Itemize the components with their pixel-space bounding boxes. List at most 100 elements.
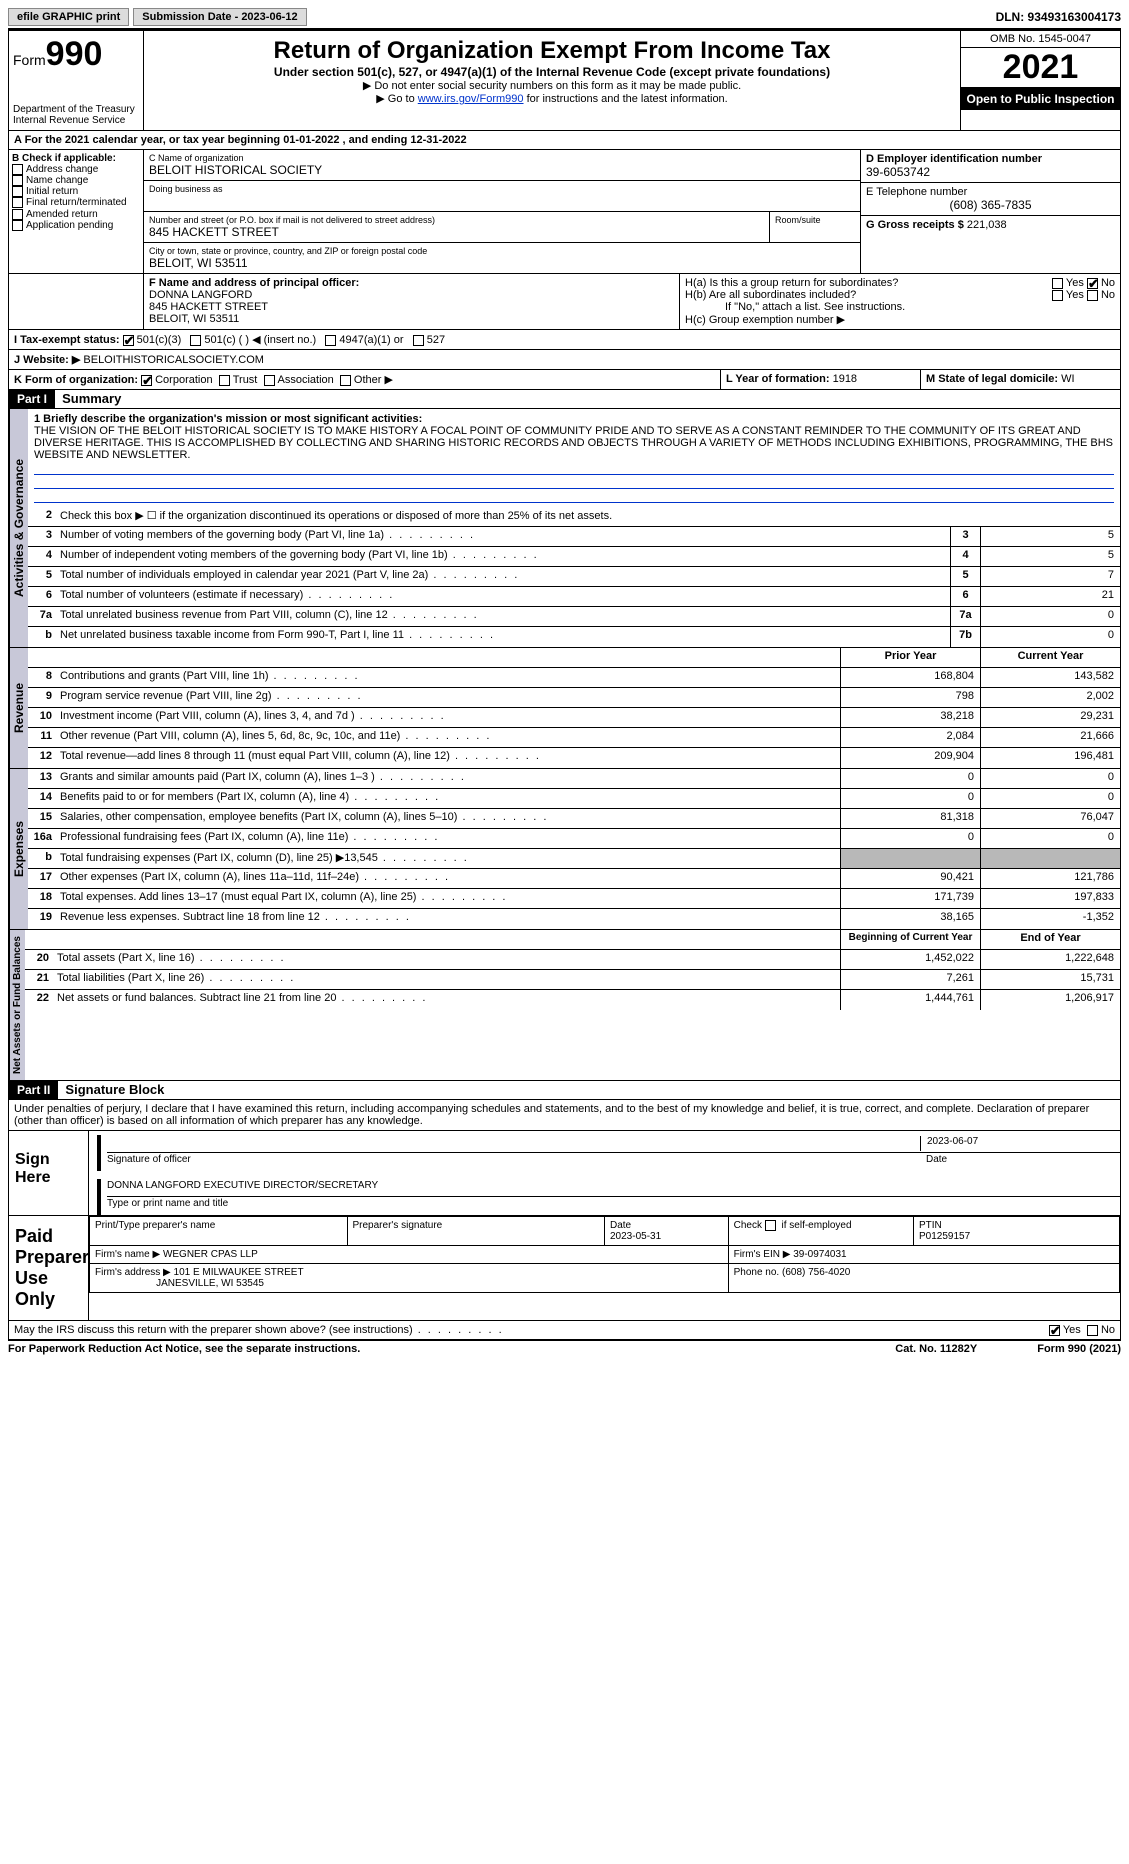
- org-info-grid: B Check if applicable: Address change Na…: [8, 150, 1121, 274]
- checkbox-icon[interactable]: [12, 164, 23, 175]
- sig-officer-label: Signature of officer: [107, 1154, 920, 1170]
- signer-name-label: Type or print name and title: [107, 1197, 1120, 1215]
- submission-date-button[interactable]: Submission Date - 2023-06-12: [133, 8, 306, 26]
- sign-here-block: Sign Here 2023-06-07 Signature of office…: [8, 1131, 1121, 1216]
- room-label: Room/suite: [775, 215, 855, 225]
- checkbox-icon[interactable]: [1087, 278, 1098, 289]
- checkbox-icon[interactable]: [190, 335, 201, 346]
- row-klm: K Form of organization: Corporation Trus…: [8, 370, 1121, 390]
- gov-label: Activities & Governance: [9, 409, 28, 647]
- phone-label: E Telephone number: [866, 186, 1115, 198]
- gross-value: 221,038: [967, 219, 1007, 231]
- website-value: BELOITHISTORICALSOCIETY.COM: [83, 354, 264, 366]
- top-bar: efile GRAPHIC print Submission Date - 20…: [8, 8, 1121, 30]
- hb-note: If "No," attach a list. See instructions…: [685, 301, 1115, 313]
- row-a-period: A For the 2021 calendar year, or tax yea…: [8, 131, 1121, 150]
- irs-link[interactable]: www.irs.gov/Form990: [418, 93, 524, 105]
- line-2: Check this box ▶ ☐ if the organization d…: [56, 507, 1120, 526]
- checkbox-icon[interactable]: [413, 335, 424, 346]
- gov-line: 3Number of voting members of the governi…: [28, 527, 1120, 547]
- part2-title: Signature Block: [65, 1082, 164, 1097]
- checkbox-icon[interactable]: [12, 175, 23, 186]
- phone-value: (608) 365-7835: [866, 198, 1115, 212]
- form-number: 990: [46, 35, 103, 73]
- hc-row: H(c) Group exemption number ▶: [685, 313, 1115, 326]
- discuss-row: May the IRS discuss this return with the…: [8, 1321, 1121, 1340]
- paid-preparer-block: Paid Preparer Use Only Print/Type prepar…: [8, 1216, 1121, 1321]
- row-i: I Tax-exempt status: 501(c)(3) 501(c) ( …: [8, 330, 1121, 350]
- footer: For Paperwork Reduction Act Notice, see …: [8, 1340, 1121, 1355]
- checkbox-icon[interactable]: [219, 375, 230, 386]
- paid-prep-label: Paid Preparer Use Only: [9, 1216, 89, 1320]
- checkbox-icon[interactable]: [1087, 290, 1098, 301]
- gross-label: G Gross receipts $: [866, 219, 964, 231]
- omb-number: OMB No. 1545-0047: [961, 31, 1120, 48]
- data-line: 11Other revenue (Part VIII, column (A), …: [28, 728, 1120, 748]
- header-mid: Return of Organization Exempt From Incom…: [144, 31, 960, 130]
- footer-left: For Paperwork Reduction Act Notice, see …: [8, 1343, 360, 1355]
- gov-line: 7aTotal unrelated business revenue from …: [28, 607, 1120, 627]
- gov-line: 6Total number of volunteers (estimate if…: [28, 587, 1120, 607]
- col-b-checkboxes: B Check if applicable: Address change Na…: [9, 150, 144, 273]
- data-line: 22Net assets or fund balances. Subtract …: [25, 990, 1120, 1010]
- checkbox-icon[interactable]: [141, 375, 152, 386]
- data-line: 8Contributions and grants (Part VIII, li…: [28, 668, 1120, 688]
- checkbox-icon[interactable]: [340, 375, 351, 386]
- checkbox-icon[interactable]: [1052, 278, 1063, 289]
- checkbox-icon[interactable]: [12, 186, 23, 197]
- chk-pending: Application pending: [12, 220, 140, 231]
- form-title: Return of Organization Exempt From Incom…: [150, 37, 954, 65]
- header-left: Form990 Department of the Treasury Inter…: [9, 31, 144, 130]
- data-line: 17Other expenses (Part IX, column (A), l…: [28, 869, 1120, 889]
- data-line: 16aProfessional fundraising fees (Part I…: [28, 829, 1120, 849]
- gov-line: 5Total number of individuals employed in…: [28, 567, 1120, 587]
- gov-line: bNet unrelated business taxable income f…: [28, 627, 1120, 647]
- col-b-title: B Check if applicable:: [12, 153, 140, 164]
- chk-name: Name change: [12, 175, 140, 186]
- org-address: 845 HACKETT STREET: [149, 225, 764, 239]
- gov-section: Activities & Governance 1 Briefly descri…: [8, 409, 1121, 648]
- addr-label: Number and street (or P.O. box if mail i…: [149, 215, 764, 225]
- exp-section: Expenses 13Grants and similar amounts pa…: [8, 769, 1121, 930]
- checkbox-icon[interactable]: [1049, 1325, 1060, 1336]
- checkbox-icon[interactable]: [12, 197, 23, 208]
- checkbox-icon[interactable]: [1052, 290, 1063, 301]
- part1-header: Part I: [9, 390, 55, 408]
- org-name: BELOIT HISTORICAL SOCIETY: [149, 163, 855, 177]
- part1-title: Summary: [62, 391, 121, 406]
- checkbox-icon[interactable]: [12, 209, 23, 220]
- officer-label: F Name and address of principal officer:: [149, 277, 674, 289]
- dln-text: DLN: 93493163004173: [996, 10, 1121, 24]
- footer-right: Form 990 (2021): [1037, 1343, 1121, 1355]
- instr-1: ▶ Do not enter social security numbers o…: [150, 79, 954, 92]
- rev-section: Revenue Prior Year Current Year 8Contrib…: [8, 648, 1121, 769]
- data-line: 15Salaries, other compensation, employee…: [28, 809, 1120, 829]
- data-line: 13Grants and similar amounts paid (Part …: [28, 769, 1120, 789]
- checkbox-icon[interactable]: [264, 375, 275, 386]
- org-city: BELOIT, WI 53511: [149, 256, 855, 270]
- part2-header: Part II: [9, 1081, 58, 1099]
- col-c-org: C Name of organization BELOIT HISTORICAL…: [144, 150, 860, 273]
- form-word: Form: [13, 52, 46, 68]
- dba-label: Doing business as: [149, 184, 855, 194]
- mission-block: 1 Briefly describe the organization's mi…: [28, 409, 1120, 507]
- checkbox-icon[interactable]: [325, 335, 336, 346]
- checkbox-icon[interactable]: [123, 335, 134, 346]
- row-j: J Website: ▶ BELOITHISTORICALSOCIETY.COM: [8, 350, 1121, 370]
- officer-name: DONNA LANGFORD: [149, 289, 674, 301]
- data-line: bTotal fundraising expenses (Part IX, co…: [28, 849, 1120, 869]
- chk-initial: Initial return: [12, 186, 140, 197]
- checkbox-icon[interactable]: [765, 1220, 776, 1231]
- chk-amended: Amended return: [12, 209, 140, 220]
- perjury-text: Under penalties of perjury, I declare th…: [8, 1100, 1121, 1131]
- ein-value: 39-6053742: [866, 165, 1115, 179]
- officer-addr2: BELOIT, WI 53511: [149, 313, 674, 325]
- checkbox-icon[interactable]: [1087, 1325, 1098, 1336]
- begin-year-header: Beginning of Current Year: [840, 930, 980, 949]
- checkbox-icon[interactable]: [12, 220, 23, 231]
- instr-2: ▶ Go to www.irs.gov/Form990 for instruct…: [150, 92, 954, 105]
- mission-text: THE VISION OF THE BELOIT HISTORICAL SOCI…: [34, 425, 1114, 461]
- efile-print-button[interactable]: efile GRAPHIC print: [8, 8, 129, 26]
- data-line: 20Total assets (Part X, line 16)1,452,02…: [25, 950, 1120, 970]
- rev-label: Revenue: [9, 648, 28, 768]
